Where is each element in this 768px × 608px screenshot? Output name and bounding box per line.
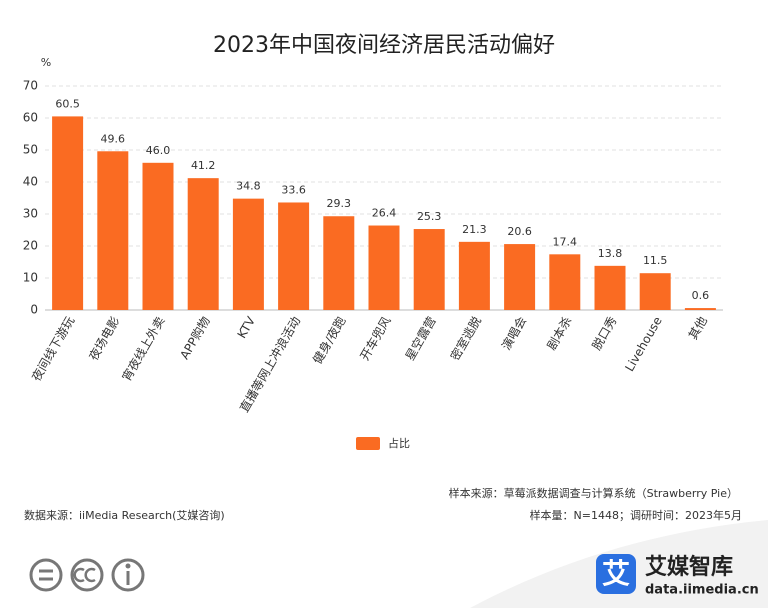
bar — [549, 254, 581, 310]
value-label: 21.3 — [462, 223, 487, 236]
brand-name: 艾媒智库 — [645, 554, 733, 580]
x-tick-label: 夜场电影 — [85, 314, 122, 363]
bar — [323, 216, 355, 310]
value-label: 33.6 — [281, 183, 306, 196]
legend-swatch — [356, 437, 380, 450]
bar — [187, 178, 219, 310]
bar — [639, 273, 671, 310]
y-tick-label: 10 — [23, 271, 38, 285]
license-icons — [29, 558, 145, 592]
bar — [52, 116, 84, 311]
x-tick-label: 开车兜风 — [357, 314, 394, 363]
value-label: 34.8 — [236, 180, 261, 193]
bar — [278, 202, 310, 310]
x-tick-label: 夜间线下游玩 — [28, 314, 77, 384]
x-tick-label: 剧本杀 — [543, 314, 574, 353]
value-label: 29.3 — [327, 197, 352, 210]
y-tick-label: 30 — [23, 207, 38, 221]
value-label: 20.6 — [507, 225, 532, 238]
x-tick-label: 密室逃脱 — [447, 314, 484, 363]
value-label: 49.6 — [101, 132, 126, 145]
bar — [142, 162, 174, 310]
bar — [232, 198, 264, 310]
data-source: 数据来源：iiMedia Research(艾媒咨询) — [24, 508, 225, 522]
value-label: 13.8 — [598, 247, 623, 260]
x-tick-label: Livehouse — [622, 314, 664, 374]
y-tick-label: 70 — [23, 79, 38, 93]
bar — [97, 151, 129, 310]
value-label: 25.3 — [417, 210, 442, 223]
x-tick-label: APP购物 — [176, 314, 212, 362]
value-label: 41.2 — [191, 159, 216, 172]
chart-title: 2023年中国夜间经济居民活动偏好 — [213, 33, 555, 58]
bar — [594, 265, 626, 310]
x-tick-label: 健身/夜跑 — [309, 314, 348, 367]
x-tick-label: 脱口秀 — [589, 314, 620, 353]
bar — [684, 308, 716, 310]
bar — [504, 244, 536, 310]
sample-source: 样本来源：草莓派数据调查与计算系统（Strawberry Pie） — [449, 486, 738, 500]
brand-logo — [596, 554, 636, 594]
x-tick-label: 其他 — [686, 314, 710, 342]
bar — [368, 225, 400, 310]
x-tick-label: 宵夜线上外卖 — [119, 314, 168, 384]
y-tick-label: 0 — [30, 303, 38, 317]
legend-label: 占比 — [388, 436, 410, 450]
value-label: 17.4 — [553, 235, 578, 248]
value-label: 0.6 — [692, 289, 710, 302]
value-label: 60.5 — [55, 97, 80, 110]
value-label: 26.4 — [372, 207, 397, 220]
bar — [413, 229, 445, 310]
y-tick-label: 60 — [23, 111, 38, 125]
brand-url: data.iimedia.cn — [645, 583, 759, 598]
x-tick-label: 星空露营 — [403, 314, 439, 363]
value-label: 46.0 — [146, 144, 171, 157]
y-tick-label: 50 — [23, 143, 38, 157]
x-tick-label: 演唱会 — [498, 314, 529, 353]
value-label: 11.5 — [643, 254, 668, 267]
brand-mark: 艾 — [602, 557, 630, 590]
y-tick-label: 40 — [23, 175, 38, 189]
y-axis-unit: % — [41, 56, 51, 69]
x-tick-label: KTV — [235, 314, 259, 341]
bar — [458, 241, 490, 310]
sample-info: 样本量：N=1448；调研时间：2023年5月 — [530, 508, 742, 522]
y-tick-label: 20 — [23, 239, 38, 253]
